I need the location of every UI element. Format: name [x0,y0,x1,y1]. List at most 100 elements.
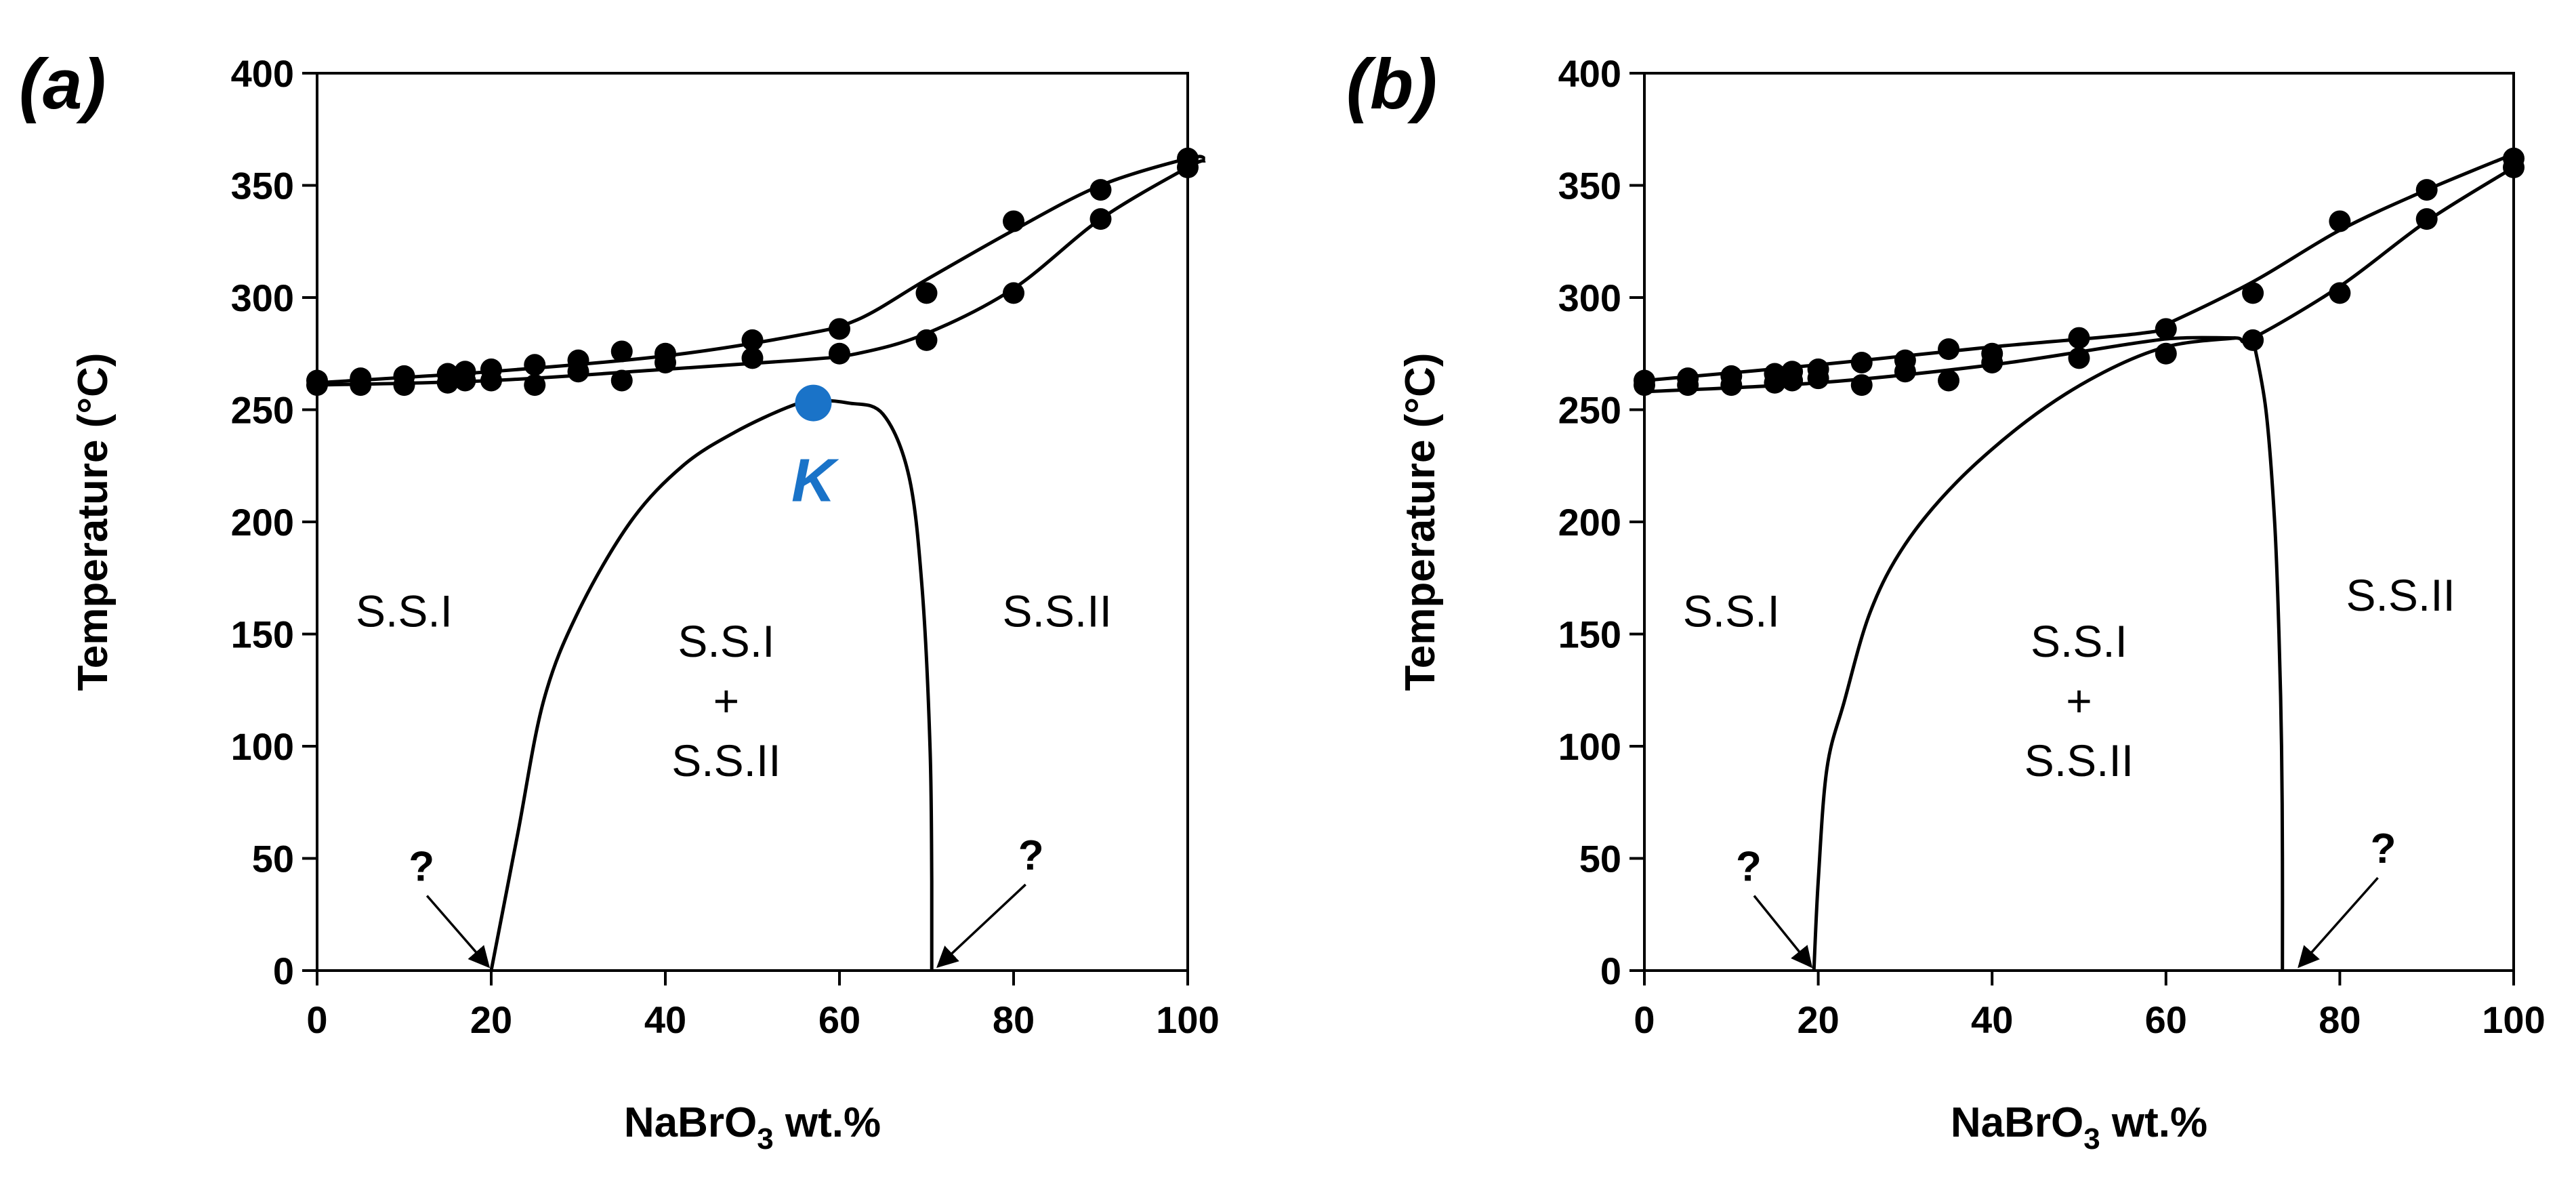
x-tick-label: 80 [993,998,1035,1041]
data-point [350,374,372,396]
x-axis-title-prefix: NaBrO [624,1099,757,1146]
y-tick-label: 300 [1558,277,1621,319]
data-point [2155,342,2177,365]
data-point [1807,367,1829,390]
data-point [1089,208,1112,230]
unknown-boundary-label: ? [409,844,434,891]
y-tick-label: 300 [231,277,294,319]
curve-right-solvus [2251,338,2285,971]
region-label: S.S.I [2031,616,2127,666]
data-point [915,329,938,351]
x-tick-label: 20 [1797,998,1839,1041]
x-tick-label: 20 [470,998,512,1041]
data-point [1003,282,1024,304]
data-point [1850,351,1873,373]
data-point [2068,347,2090,369]
x-axis-title: NaBrO3 wt.% [1951,1099,2207,1156]
y-tick-label: 200 [1558,501,1621,544]
data-point [1781,369,1804,392]
x-tick-label: 60 [818,998,860,1041]
data-point [524,374,546,396]
y-tick-label: 50 [252,838,294,880]
critical-point-label: K [791,447,839,515]
y-tick-label: 350 [231,165,294,207]
data-point [567,361,589,383]
x-tick-label: 40 [1971,998,2013,1041]
data-point [1981,351,2003,373]
unknown-boundary-label: ? [1018,832,1044,879]
data-point [741,347,764,369]
data-point [1894,361,1916,383]
y-tick-label: 100 [1558,725,1621,768]
data-point [2329,282,2351,304]
data-point [915,282,938,304]
annotation-arrow [2298,876,2379,969]
x-tick-label: 40 [644,998,686,1041]
data-point [436,371,459,394]
data-point [829,342,850,365]
data-point [2415,208,2438,230]
data-point [524,354,546,376]
annotation-arrow [425,895,491,969]
annotation-arrow [936,883,1026,969]
y-tick-label: 50 [1579,838,1621,880]
x-axis-title: NaBrO3 wt.% [624,1099,881,1156]
data-point [1720,374,1743,396]
curve-lower-boundary [1644,165,2515,394]
unknown-boundary-label: ? [2371,826,2396,872]
data-point [393,374,415,396]
y-tick-label: 0 [273,950,294,992]
y-tick-label: 0 [1600,950,1621,992]
curve-upper-boundary [316,155,1206,385]
data-point [1177,157,1199,179]
data-point [655,351,676,373]
y-tick-label: 250 [231,389,294,432]
x-tick-label: 60 [2145,998,2187,1041]
data-point [2242,329,2264,351]
data-point [1677,374,1699,396]
data-point [1764,371,1786,394]
data-point [610,369,633,392]
data-point [480,369,502,392]
data-point [2503,157,2525,179]
y-axis-title: Temperature (°C) [70,352,117,691]
data-point [741,329,764,351]
critical-point-k [795,384,832,422]
x-tick-label: 0 [306,998,327,1041]
data-point [454,369,476,392]
x-axis-title-subscript: 3 [757,1122,773,1156]
y-axis-title: Temperature (°C) [1397,352,1444,691]
data-point [1634,374,1655,396]
region-label: S.S.II [2024,735,2134,786]
region-label: S.S.I [1683,586,1780,636]
data-point [306,374,328,396]
y-tick-label: 200 [231,501,294,544]
data-point [2415,179,2438,201]
curve-lower-boundary [316,159,1206,387]
data-point [1003,210,1024,232]
data-point [1938,369,1960,392]
data-point [1089,179,1112,201]
y-tick-label: 400 [231,52,294,95]
data-point [2242,282,2264,304]
curve-miscibility-gap [489,399,934,971]
data-point [610,340,633,363]
x-tick-label: 80 [2319,998,2361,1041]
x-axis-title-suffix: wt.% [2100,1099,2207,1146]
x-axis-title-suffix: wt.% [774,1099,881,1146]
x-tick-label: 100 [2482,998,2545,1041]
x-axis-title-subscript: 3 [2083,1122,2100,1156]
y-tick-label: 150 [1558,613,1621,656]
panel-a: (a) 0 50 100 150 200 250 300 350 400 0 20 40 60 80 100 N… [19,45,1220,1156]
y-tick-label: 100 [231,725,294,768]
panel-label: (b) [1346,45,1437,124]
data-point [2155,318,2177,340]
y-tick-label: 250 [1558,389,1621,432]
x-axis-title-prefix: NaBrO [1951,1099,2083,1146]
region-label: S.S.II [1003,586,1112,636]
y-tick-label: 400 [1558,52,1621,95]
curve-left-solvus [1812,336,2236,971]
region-label: + [713,676,740,726]
data-point [829,318,850,340]
